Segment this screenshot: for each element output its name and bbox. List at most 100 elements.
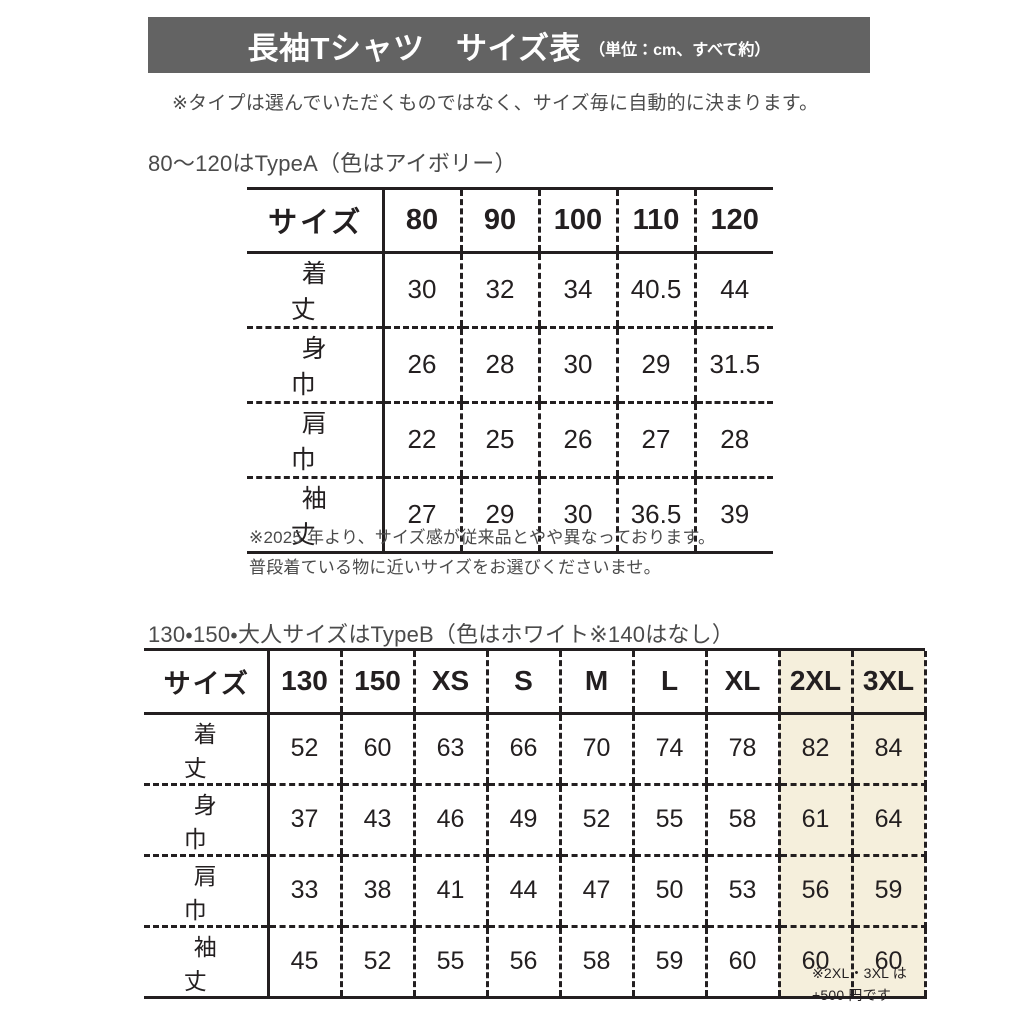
table-b-row-label: 肩 巾 [144,855,268,928]
table-cell: 84 [850,713,927,786]
table-row: 身 巾 26 28 30 29 31.5 [247,327,773,404]
table-cell: 56 [777,855,852,928]
table-a-row-label: 肩 巾 [247,402,383,479]
table-cell: 36.5 [615,477,695,554]
note-type-auto: ※タイプは選んでいただくものではなく、サイズ毎に自動的に決まります。 [172,93,819,114]
table-cell: 59 [631,926,706,999]
table-cell: 32 [459,252,539,329]
table-b-col-header: XS [412,651,487,715]
table-cell: 47 [558,855,633,928]
table-cell: 63 [412,713,487,786]
table-cell: 25 [459,402,539,479]
section-heading-type-a: 80〜120はTypeA（色はアイボリー） [148,151,517,176]
table-row: 身 巾 37 43 46 49 52 55 58 61 64 [144,784,927,857]
table-a-row-label: 身 巾 [247,327,383,404]
table-cell: 30 [537,327,617,404]
table-cell: 70 [558,713,633,786]
title-bar: 長袖Tシャツ サイズ表 （単位：cm、すべて約） [148,17,870,73]
note-xl-surcharge-line2: +500 円です [812,987,892,1003]
table-cell: 60 [704,926,779,999]
page-title: 長袖Tシャツ サイズ表 [247,30,582,66]
table-a-header-row: サイズ 80 90 100 110 120 [247,190,773,254]
table-cell: 52 [558,784,633,857]
table-cell: 30 [537,477,617,554]
table-cell: 74 [631,713,706,786]
table-cell: 60 [777,926,852,999]
table-a-corner-label: サイズ [247,190,383,254]
table-cell: 45 [266,926,341,999]
table-cell: 38 [339,855,414,928]
table-cell: 61 [777,784,852,857]
table-b-row-label: 身 巾 [144,784,268,857]
table-cell: 52 [339,926,414,999]
table-a-row-label: 袖 丈 [247,477,383,554]
table-cell: 58 [558,926,633,999]
note-xl-surcharge: ※2XL・3XL は +500 円です [812,962,907,1006]
table-a-col-header: 100 [537,190,617,254]
table-cell: 28 [693,402,773,479]
size-table-type-a: サイズ 80 90 100 110 120 着 丈 30 32 34 40.5 … [247,190,773,554]
table-b-col-header: 3XL [850,651,927,715]
table-cell: 64 [850,784,927,857]
table-cell: 27 [615,402,695,479]
table-a-col-header: 80 [381,190,461,254]
table-row: 袖 丈 27 29 30 36.5 39 [247,477,773,554]
table-cell: 55 [412,926,487,999]
table-cell: 55 [631,784,706,857]
page-title-unit-note: （単位：cm、すべて約） [589,42,771,59]
table-row: 肩 巾 22 25 26 27 28 [247,402,773,479]
table-cell: 44 [485,855,560,928]
table-cell: 29 [615,327,695,404]
table-cell: 78 [704,713,779,786]
table-a-row-label: 着 丈 [247,252,383,329]
table-a-top-rule [247,187,773,190]
table-b-row-label: 袖 丈 [144,926,268,999]
table-cell: 41 [412,855,487,928]
table-row: 着 丈 52 60 63 66 70 74 78 82 84 [144,713,927,786]
table-cell: 27 [381,477,461,554]
table-row: 肩 巾 33 38 41 44 47 50 53 56 59 [144,855,927,928]
table-b-row-label: 着 丈 [144,713,268,786]
table-b-col-header: 130 [266,651,341,715]
table-cell: 26 [381,327,461,404]
table-cell: 59 [850,855,927,928]
table-b-col-header: L [631,651,706,715]
table-row: 袖 丈 45 52 55 56 58 59 60 60 60 [144,926,927,999]
note-sizing-change-line1: ※2025 年より、サイズ感が従来品とやや異なっております。 [249,528,716,547]
table-cell: 58 [704,784,779,857]
table-cell: 43 [339,784,414,857]
table-cell: 39 [693,477,773,554]
table-cell: 56 [485,926,560,999]
table-b-col-header: 150 [339,651,414,715]
table-cell: 53 [704,855,779,928]
table-cell: 22 [381,402,461,479]
size-table-type-b: サイズ 130 150 XS S M L XL 2XL 3XL 着 丈 52 6… [144,651,927,999]
table-row: 着 丈 30 32 34 40.5 44 [247,252,773,329]
table-cell: 37 [266,784,341,857]
table-cell: 82 [777,713,852,786]
table-cell: 66 [485,713,560,786]
section-heading-type-b: 130・150・大人サイズはTypeB（色はホワイト※140はなし） [148,622,735,647]
table-b-header-row: サイズ 130 150 XS S M L XL 2XL 3XL [144,651,927,715]
table-cell: 34 [537,252,617,329]
table-b-corner-label: サイズ [144,651,268,715]
table-cell: 50 [631,855,706,928]
table-cell: 40.5 [615,252,695,329]
table-cell: 52 [266,713,341,786]
table-b-col-header: M [558,651,633,715]
table-cell: 30 [381,252,461,329]
table-a-col-header: 90 [459,190,539,254]
table-b-top-rule [144,648,925,651]
table-cell: 49 [485,784,560,857]
table-b-col-header: S [485,651,560,715]
table-a-col-header: 110 [615,190,695,254]
table-cell: 29 [459,477,539,554]
table-cell: 26 [537,402,617,479]
table-cell: 60 [339,713,414,786]
note-sizing-change-line2: 普段着ている物に近いサイズをお選びくださいませ。 [249,558,661,577]
table-cell: 33 [266,855,341,928]
table-cell: 44 [693,252,773,329]
table-a-col-header: 120 [693,190,773,254]
note-xl-surcharge-line1: ※2XL・3XL は [812,965,907,981]
note-sizing-change: ※2025 年より、サイズ感が従来品とやや異なっております。 普段着ている物に近… [249,523,715,583]
